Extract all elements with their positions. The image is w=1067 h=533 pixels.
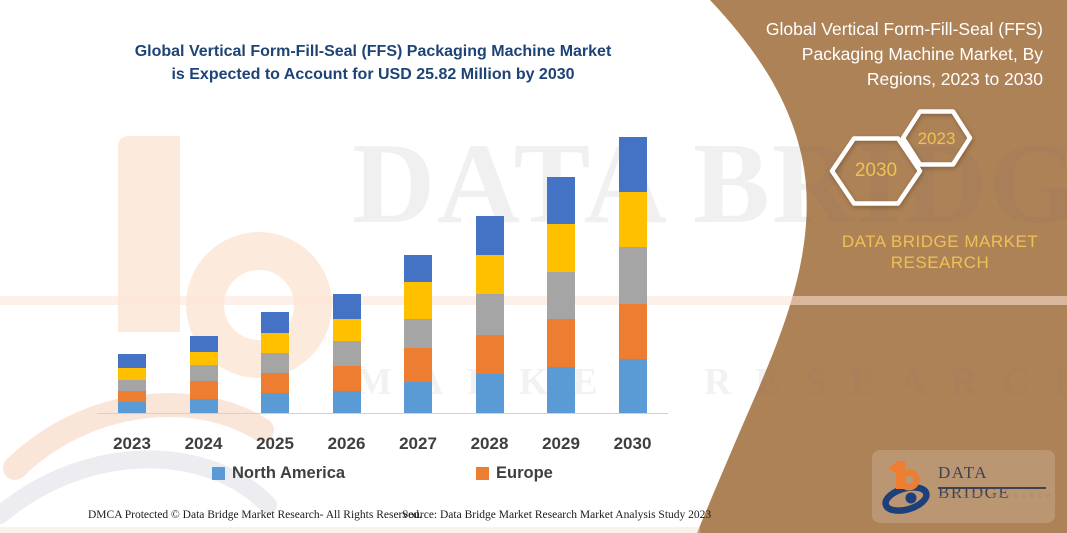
- bar-segment-north-america-2030: [618, 359, 647, 413]
- bar-2024: [189, 335, 218, 413]
- hexagon-label-2023: 2023: [917, 129, 956, 148]
- bar-segment-north-america-2028: [475, 374, 504, 413]
- decorative-band: [0, 296, 1067, 305]
- bar-segment-north-america-2024: [189, 399, 218, 413]
- legend-item-north-america: North America: [212, 464, 345, 483]
- x-tick-2027: 2027: [399, 434, 437, 453]
- bar-segment-europe-2025: [261, 373, 289, 393]
- chart-title-line2: is Expected to Account for USD 25.82 Mil…: [171, 66, 575, 83]
- chart-title-line1: Global Vertical Form-Fill-Seal (FFS) Pac…: [134, 43, 612, 60]
- bar-segment-series-4-2026: [332, 318, 361, 342]
- legend: North America Europe: [0, 464, 700, 486]
- bar-segment-europe-2030: [618, 303, 647, 360]
- x-axis-line: [97, 413, 668, 414]
- legend-swatch-europe: [476, 467, 489, 480]
- bar-segment-series-5-2029: [547, 176, 575, 224]
- bar-segment-series-5-2030: [618, 136, 647, 192]
- decorative-band-bottom: [0, 527, 700, 533]
- bar-segment-series-3-2027: [404, 318, 432, 348]
- bar-segment-series-3-2028: [475, 294, 504, 335]
- bar-segment-europe-2027: [404, 347, 432, 382]
- bar-segment-series-3-2030: [618, 247, 647, 304]
- legend-label-north-america: North America: [232, 464, 346, 482]
- bar-segment-north-america-2029: [547, 366, 575, 413]
- x-tick-2025: 2025: [256, 434, 294, 453]
- bar-segment-series-4-2030: [618, 191, 647, 248]
- bar-segment-series-4-2027: [404, 282, 432, 319]
- footer-dmca-text: DMCA Protected © Data Bridge Market Rese…: [88, 509, 422, 521]
- bar-segment-series-4-2029: [547, 223, 575, 272]
- bar-segment-series-5-2027: [404, 254, 432, 283]
- bar-segment-series-4-2023: [118, 368, 146, 380]
- bar-segment-series-4-2025: [261, 332, 289, 354]
- data-bridge-logo-icon: [882, 461, 930, 514]
- hexagons-graphic: [829, 109, 973, 206]
- chart-title: Global Vertical Form-Fill-Seal (FFS) Pac…: [78, 40, 668, 86]
- banner-title: Global Vertical Form-Fill-Seal (FFS) Pac…: [713, 17, 1043, 92]
- bar-segment-series-5-2026: [332, 294, 361, 319]
- bar-segment-north-america-2026: [332, 390, 361, 413]
- bar-2029: [547, 176, 575, 413]
- banner-brand-text: DATA BRIDGE MARKET RESEARCH: [815, 231, 1065, 273]
- bar-segment-europe-2029: [547, 318, 575, 367]
- legend-swatch-north-america: [212, 467, 225, 480]
- bar-segment-north-america-2027: [404, 381, 432, 413]
- x-tick-2029: 2029: [542, 434, 580, 453]
- logo-underline: [938, 487, 1046, 489]
- bar-segment-north-america-2025: [261, 392, 289, 413]
- banner-brand-line1: DATA BRIDGE MARKET: [841, 232, 1039, 251]
- hexagon-label-2030: 2030: [854, 160, 898, 181]
- bar-segment-series-3-2026: [332, 341, 361, 366]
- bar-segment-series-5-2024: [189, 335, 218, 352]
- footer-source-text: Source: Data Bridge Market Research Mark…: [402, 509, 712, 521]
- bar-segment-series-3-2025: [261, 353, 289, 374]
- legend-label-europe: Europe: [496, 464, 553, 482]
- logo-card: DATA BRIDGE MARKET RESEARCH: [872, 450, 1055, 523]
- bar-2030: [618, 136, 647, 413]
- banner-title-line3: Regions, 2023 to 2030: [866, 69, 1043, 89]
- x-tick-2028: 2028: [470, 434, 509, 453]
- bar-2027: [404, 254, 432, 413]
- x-tick-2023: 2023: [113, 434, 151, 453]
- logo-subtitle: MARKET RESEARCH: [938, 493, 1054, 500]
- bar-2026: [332, 294, 361, 413]
- legend-item-europe: Europe: [476, 464, 553, 483]
- bar-segment-series-5-2023: [118, 354, 146, 369]
- bar-segment-series-5-2028: [475, 216, 504, 255]
- bar-segment-europe-2028: [475, 334, 504, 375]
- banner-brand-line2: RESEARCH: [890, 253, 990, 272]
- bar-2025: [261, 312, 289, 413]
- hexagon-2023-icon: [900, 109, 973, 167]
- bar-segment-series-4-2028: [475, 254, 504, 295]
- bar-segment-series-3-2029: [547, 271, 575, 319]
- x-tick-2030: 2030: [613, 434, 652, 453]
- banner-shape-path: [697, 0, 1067, 533]
- banner-title-line1: Global Vertical Form-Fill-Seal (FFS): [765, 19, 1043, 39]
- banner-title-line2: Packaging Machine Market, By: [801, 44, 1043, 64]
- x-tick-2024: 2024: [184, 434, 223, 453]
- bar-segment-series-4-2024: [189, 352, 218, 365]
- bar-segment-series-3-2023: [118, 379, 146, 391]
- x-tick-2026: 2026: [327, 434, 366, 453]
- bar-2023: [118, 354, 146, 413]
- bar-segment-europe-2023: [118, 390, 146, 403]
- bar-segment-europe-2024: [189, 380, 218, 400]
- bar-segment-europe-2026: [332, 365, 361, 391]
- bar-segment-north-america-2023: [118, 402, 146, 413]
- hexagon-2030-icon: [829, 136, 923, 206]
- bar-2028: [475, 216, 504, 413]
- bar-segment-series-3-2024: [189, 364, 218, 381]
- bar-segment-series-5-2025: [261, 312, 289, 333]
